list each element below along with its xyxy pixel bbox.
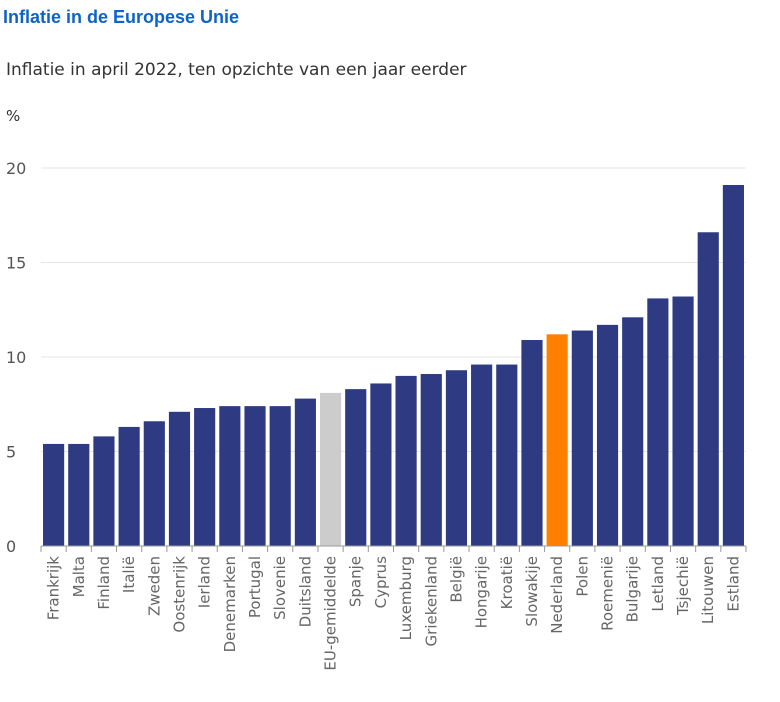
x-category-label: Griekenland (422, 556, 440, 646)
bar-hongarije[interactable] (471, 364, 493, 546)
x-category-label: Ierland (196, 556, 214, 608)
bar-estland[interactable] (722, 185, 744, 546)
bar-oostenrijk[interactable] (168, 411, 191, 546)
x-category-label: Oostenrijk (170, 556, 188, 633)
x-category-label: België (447, 556, 465, 603)
bar-ierland[interactable] (194, 408, 216, 546)
bar-eu-gemiddelde[interactable] (319, 392, 342, 546)
x-category-label: Portugal (246, 556, 264, 618)
bar-portugal[interactable] (244, 406, 266, 546)
bar-slovenie[interactable] (269, 406, 291, 546)
x-category-label: Tsjechië (674, 556, 692, 616)
x-category-label: Letland (649, 556, 667, 612)
x-category-label: Cyprus (372, 556, 390, 609)
y-tick-label: 20 (6, 159, 26, 178)
x-category-label: Litouwen (699, 556, 717, 624)
x-category-label: Denemarken (221, 556, 239, 652)
chart-subtitle: Inflatie in april 2022, ten opzichte van… (6, 60, 467, 80)
bar-malta[interactable] (68, 443, 90, 546)
bar-nederland[interactable] (546, 334, 568, 546)
x-category-label: Zweden (145, 556, 163, 616)
x-category-label: Hongarije (473, 556, 491, 628)
bar-zweden[interactable] (143, 421, 165, 546)
y-tick-label: 10 (6, 348, 26, 367)
bar-polen[interactable] (571, 330, 593, 546)
x-category-label: Duitsland (296, 556, 314, 627)
x-category-label: Nederland (548, 556, 566, 634)
bar-luxemburg[interactable] (395, 375, 417, 546)
x-category-label: Kroatië (498, 556, 516, 609)
bar-itali-[interactable] (118, 426, 140, 546)
x-category-label: Frankrijk (45, 556, 63, 621)
x-category-label: Slowakije (523, 556, 541, 627)
x-category-label: Malta (70, 556, 88, 597)
bars (43, 185, 744, 546)
y-tick-label: 5 (6, 443, 16, 462)
x-axis (40, 545, 747, 552)
x-category-label: Polen (573, 556, 591, 597)
bar-griekenland[interactable] (420, 374, 442, 546)
x-category-label: Finland (95, 556, 113, 610)
bar-finland[interactable] (93, 436, 115, 546)
y-tick-label: 15 (6, 254, 26, 273)
x-category-label: Spanje (347, 556, 365, 607)
bar-litouwen[interactable] (697, 232, 719, 546)
bar-tsjechi-[interactable] (672, 296, 694, 546)
bar-cyprus[interactable] (370, 383, 392, 546)
bar-kroati-[interactable] (496, 364, 518, 546)
chart-title: Inflatie in de Europese Unie (3, 7, 240, 27)
y-tick-label: 0 (6, 537, 16, 556)
bar-belgi-[interactable] (445, 370, 468, 546)
y-axis-ticks: 0 5 10 15 20 (6, 159, 26, 556)
x-category-label: Estland (724, 556, 742, 612)
x-category-label: Italië (120, 556, 138, 593)
bar-spanje[interactable] (345, 389, 367, 546)
bar-letland[interactable] (647, 298, 669, 546)
x-category-label: Roemenië (599, 556, 617, 631)
bar-denemarken[interactable] (219, 406, 241, 546)
bar-frankrijk[interactable] (43, 443, 65, 546)
bar-duitsland[interactable] (294, 398, 316, 546)
bar-roemeni-[interactable] (596, 324, 619, 546)
x-category-label: Slovenie (271, 556, 289, 620)
x-category-label: EU-gemiddelde (322, 556, 340, 671)
bar-slowakije[interactable] (521, 339, 543, 546)
x-category-label: Luxemburg (397, 556, 415, 640)
y-axis-unit: % (6, 107, 21, 125)
x-axis-labels: Frankrijk Malta Finland Italië Zweden Oostenr… (45, 556, 743, 671)
x-category-label: Bulgarije (624, 556, 642, 622)
bar-bulgarije[interactable] (622, 317, 644, 546)
